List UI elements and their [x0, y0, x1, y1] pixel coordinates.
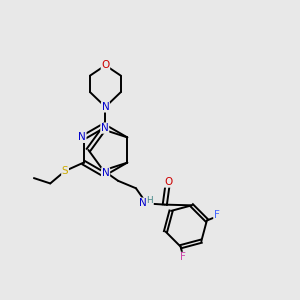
Text: N: N	[101, 102, 109, 112]
Text: H: H	[147, 196, 153, 205]
Text: N: N	[101, 123, 109, 133]
Text: N: N	[101, 170, 109, 180]
Text: F: F	[214, 210, 220, 220]
Text: S: S	[62, 166, 68, 176]
Text: F: F	[180, 252, 186, 262]
Text: N: N	[78, 132, 86, 142]
Text: N: N	[139, 198, 147, 208]
Text: O: O	[101, 60, 110, 70]
Text: N: N	[102, 168, 110, 178]
Text: O: O	[164, 177, 173, 187]
